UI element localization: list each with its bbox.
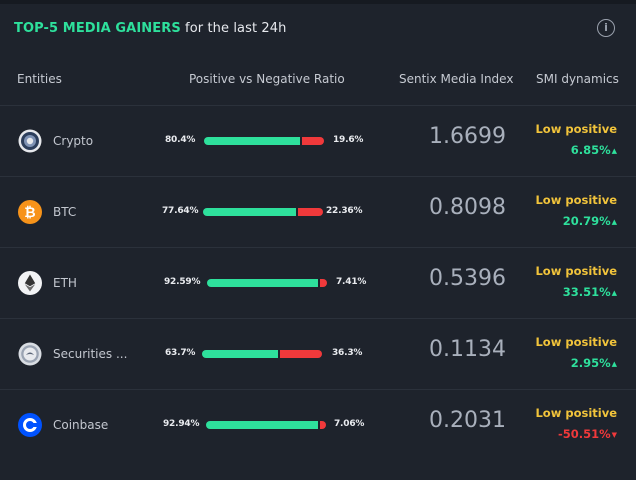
positive-bar: [202, 350, 278, 358]
negative-percent: 22.36%: [326, 206, 363, 216]
positive-bar: [206, 421, 318, 429]
table-row[interactable]: Coinbase 92.94% 7.06% 0.2031 Low positive -50…: [0, 389, 636, 461]
smi-change-value: 20.79%: [562, 214, 611, 228]
title-rest: for the last 24h: [180, 21, 287, 36]
smi-level-label: Low positive: [535, 406, 617, 420]
table-row[interactable]: Crypto 80.4% 19.6% 1.6699 Low positive 6.85%▲: [0, 105, 636, 177]
media-index-value: 0.5396: [429, 266, 506, 291]
panel-title: TOP-5 MEDIA GAINERS for the last 24h: [14, 21, 287, 36]
arrow-up-icon: ▲: [611, 360, 617, 368]
arrow-down-icon: ▼: [611, 431, 617, 439]
crypto-seal-icon: [18, 129, 42, 153]
entity-name[interactable]: BTC: [53, 205, 77, 219]
positive-percent: 80.4%: [165, 135, 196, 145]
sentiment-ratio-bar: [206, 421, 326, 429]
media-index-value: 0.2031: [429, 408, 506, 433]
table-row[interactable]: ₿ BTC 77.64% 22.36% 0.8098 Low positive 20.79%…: [0, 176, 636, 248]
media-index-value: 1.6699: [429, 124, 506, 149]
smi-change: 6.85%▲: [571, 143, 617, 157]
negative-percent: 19.6%: [333, 135, 364, 145]
smi-change: 33.51%▲: [563, 285, 617, 299]
sec-seal-icon: [18, 342, 42, 366]
negative-percent: 36.3%: [332, 348, 363, 358]
negative-bar: [320, 279, 327, 287]
smi-level-label: Low positive: [535, 264, 617, 278]
title-highlight: TOP-5 MEDIA GAINERS: [14, 21, 181, 36]
negative-percent: 7.41%: [336, 277, 367, 287]
smi-change: -50.51%▼: [558, 427, 617, 441]
arrow-up-icon: ▲: [611, 218, 617, 226]
positive-percent: 92.94%: [163, 419, 200, 429]
sentiment-ratio-bar: [202, 350, 322, 358]
ethereum-icon: [18, 271, 42, 295]
smi-change-value: 2.95%: [570, 356, 611, 370]
smi-change: 2.95%▲: [571, 356, 617, 370]
table-row[interactable]: Securities ... 63.7% 36.3% 0.1134 Low positi…: [0, 318, 636, 390]
sentiment-ratio-bar: [204, 137, 324, 145]
svg-text:₿: ₿: [24, 205, 35, 221]
positive-percent: 63.7%: [165, 348, 196, 358]
info-icon[interactable]: i: [597, 19, 615, 37]
negative-bar: [280, 350, 322, 358]
positive-bar: [204, 137, 300, 145]
entity-name[interactable]: ETH: [53, 276, 77, 290]
top-divider: [0, 0, 636, 4]
column-header-ratio[interactable]: Positive vs Negative Ratio: [189, 72, 345, 86]
positive-bar: [207, 279, 318, 287]
positive-percent: 77.64%: [162, 206, 199, 216]
sentiment-ratio-bar: [207, 279, 327, 287]
smi-level-label: Low positive: [535, 335, 617, 349]
smi-level-label: Low positive: [535, 122, 617, 136]
column-header-entities[interactable]: Entities: [17, 72, 62, 86]
entity-name[interactable]: Coinbase: [53, 418, 109, 432]
smi-change-value: 33.51%: [562, 285, 611, 299]
smi-change: 20.79%▲: [563, 214, 617, 228]
column-header-dynamics[interactable]: SMI dynamics: [536, 72, 619, 86]
entity-name[interactable]: Securities ...: [53, 347, 128, 361]
negative-bar: [298, 208, 323, 216]
column-header-index[interactable]: Sentix Media Index: [399, 72, 514, 86]
media-index-value: 0.1134: [429, 337, 506, 362]
positive-percent: 92.59%: [164, 277, 201, 287]
coinbase-icon: [18, 413, 42, 437]
bitcoin-icon: ₿: [18, 200, 42, 224]
arrow-up-icon: ▲: [611, 289, 617, 297]
negative-bar: [320, 421, 326, 429]
positive-bar: [203, 208, 296, 216]
smi-change-value: -50.51%: [557, 427, 611, 441]
sentiment-ratio-bar: [203, 208, 323, 216]
table-row[interactable]: ETH 92.59% 7.41% 0.5396 Low positive 33.51%▲: [0, 247, 636, 319]
negative-percent: 7.06%: [334, 419, 365, 429]
smi-change-value: 6.85%: [570, 143, 611, 157]
entity-name[interactable]: Crypto: [53, 134, 94, 148]
media-index-value: 0.8098: [429, 195, 506, 220]
negative-bar: [302, 137, 324, 145]
arrow-up-icon: ▲: [611, 147, 617, 155]
smi-level-label: Low positive: [535, 193, 617, 207]
